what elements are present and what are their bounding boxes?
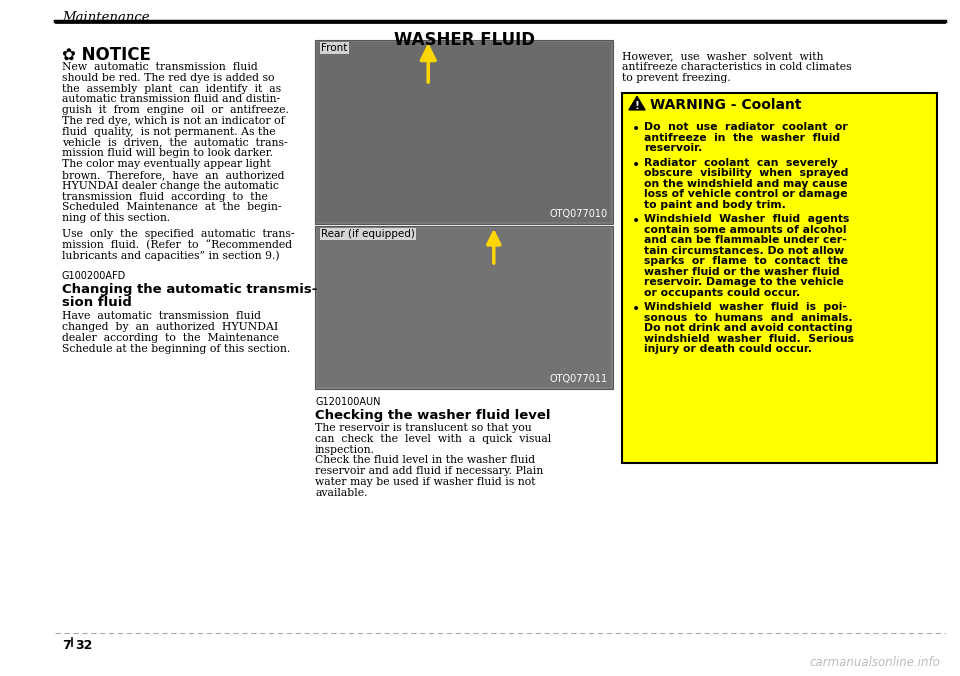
Text: Do not drink and avoid contacting: Do not drink and avoid contacting [644, 323, 852, 333]
Text: •: • [632, 158, 640, 172]
Text: Have  automatic  transmission  fluid: Have automatic transmission fluid [62, 312, 261, 321]
Text: mission fluid will begin to look darker.: mission fluid will begin to look darker. [62, 149, 273, 158]
Text: and can be flammable under cer-: and can be flammable under cer- [644, 235, 847, 245]
Text: G120100AUN: G120100AUN [315, 397, 380, 407]
Text: lubricants and capacities” in section 9.): lubricants and capacities” in section 9.… [62, 251, 279, 261]
Text: inspection.: inspection. [315, 445, 375, 454]
Text: the  assembly  plant  can  identify  it  as: the assembly plant can identify it as [62, 84, 281, 93]
Text: OTQ077010: OTQ077010 [550, 209, 608, 219]
Text: or occupants could occur.: or occupants could occur. [644, 288, 801, 298]
Text: on the windshield and may cause: on the windshield and may cause [644, 179, 848, 189]
Text: •: • [632, 302, 640, 316]
Text: sparks  or  flame  to  contact  the: sparks or flame to contact the [644, 256, 848, 266]
Text: G100200AFD: G100200AFD [62, 271, 127, 281]
Text: Do  not  use  radiator  coolant  or: Do not use radiator coolant or [644, 122, 848, 132]
Text: sion fluid: sion fluid [62, 296, 132, 310]
Text: washer fluid or the washer fluid: washer fluid or the washer fluid [644, 267, 840, 277]
Text: reservoir. Damage to the vehicle: reservoir. Damage to the vehicle [644, 277, 844, 287]
Text: ✿ NOTICE: ✿ NOTICE [62, 46, 151, 64]
Text: can  check  the  level  with  a  quick  visual: can check the level with a quick visual [315, 434, 551, 444]
Text: The color may eventually appear light: The color may eventually appear light [62, 160, 271, 169]
Polygon shape [629, 97, 645, 110]
Text: •: • [632, 214, 640, 228]
Text: Checking the washer fluid level: Checking the washer fluid level [315, 409, 550, 422]
Text: transmission  fluid  according  to  the: transmission fluid according to the [62, 191, 268, 201]
Text: Radiator  coolant  can  severely: Radiator coolant can severely [644, 158, 838, 168]
FancyBboxPatch shape [622, 93, 937, 464]
Text: reservoir.: reservoir. [644, 143, 703, 153]
Text: tain circumstances. Do not allow: tain circumstances. Do not allow [644, 246, 844, 256]
Text: mission  fluid.  (Refer  to  “Recommended: mission fluid. (Refer to “Recommended [62, 240, 292, 250]
Text: Rear (if equipped): Rear (if equipped) [321, 229, 415, 239]
Text: !: ! [635, 101, 639, 112]
Text: to prevent freezing.: to prevent freezing. [622, 72, 731, 82]
Text: vehicle  is  driven,  the  automatic  trans-: vehicle is driven, the automatic trans- [62, 138, 288, 147]
Text: Front: Front [321, 43, 348, 53]
Text: brown.  Therefore,  have  an  authorized: brown. Therefore, have an authorized [62, 170, 284, 180]
Text: Use  only  the  specified  automatic  trans-: Use only the specified automatic trans- [62, 229, 295, 239]
Text: ning of this section.: ning of this section. [62, 213, 170, 223]
Text: New  automatic  transmission  fluid: New automatic transmission fluid [62, 62, 257, 72]
Text: antifreeze  in  the  washer  fluid: antifreeze in the washer fluid [644, 133, 840, 143]
Text: water may be used if washer fluid is not: water may be used if washer fluid is not [315, 477, 536, 487]
Text: Scheduled  Maintenance  at  the  begin-: Scheduled Maintenance at the begin- [62, 202, 281, 212]
Text: Schedule at the beginning of this section.: Schedule at the beginning of this sectio… [62, 344, 290, 354]
Text: windshield  washer  fluid.  Serious: windshield washer fluid. Serious [644, 334, 854, 344]
Text: 7: 7 [62, 639, 71, 652]
Text: changed  by  an  authorized  HYUNDAI: changed by an authorized HYUNDAI [62, 322, 278, 332]
Text: Check the fluid level in the washer fluid: Check the fluid level in the washer flui… [315, 456, 535, 465]
Text: to paint and body trim.: to paint and body trim. [644, 200, 786, 210]
Text: injury or death could occur.: injury or death could occur. [644, 344, 812, 354]
Text: However,  use  washer  solvent  with: However, use washer solvent with [622, 51, 824, 61]
Bar [315, 226, 613, 389]
Text: obscure  visibility  when  sprayed: obscure visibility when sprayed [644, 168, 849, 178]
Text: The reservoir is translucent so that you: The reservoir is translucent so that you [315, 423, 532, 433]
Bar [317, 228, 611, 387]
Text: dealer  according  to  the  Maintenance: dealer according to the Maintenance [62, 333, 279, 343]
Text: antifreeze characteristics in cold climates: antifreeze characteristics in cold clima… [622, 62, 852, 72]
Text: should be red. The red dye is added so: should be red. The red dye is added so [62, 73, 275, 82]
Text: fluid  quality,  is not permanent. As the: fluid quality, is not permanent. As the [62, 127, 276, 137]
Text: carmanualsonline.info: carmanualsonline.info [809, 656, 940, 669]
Text: 32: 32 [75, 639, 92, 652]
Text: Maintenance: Maintenance [62, 11, 150, 24]
Text: automatic transmission fluid and distin-: automatic transmission fluid and distin- [62, 95, 280, 104]
Text: available.: available. [315, 488, 368, 498]
Text: Windshield  washer  fluid  is  poi-: Windshield washer fluid is poi- [644, 302, 847, 312]
Text: The red dye, which is not an indicator of: The red dye, which is not an indicator o… [62, 116, 285, 126]
Text: •: • [632, 122, 640, 137]
Bar [317, 42, 611, 222]
Text: HYUNDAI dealer change the automatic: HYUNDAI dealer change the automatic [62, 180, 278, 191]
Text: OTQ077011: OTQ077011 [550, 374, 608, 384]
Text: sonous  to  humans  and  animals.: sonous to humans and animals. [644, 313, 852, 323]
Text: Changing the automatic transmis-: Changing the automatic transmis- [62, 283, 318, 296]
Text: loss of vehicle control or damage: loss of vehicle control or damage [644, 189, 848, 199]
Text: WARNING - Coolant: WARNING - Coolant [650, 99, 802, 112]
Text: contain some amounts of alcohol: contain some amounts of alcohol [644, 225, 847, 235]
Text: guish  it  from  engine  oil  or  antifreeze.: guish it from engine oil or antifreeze. [62, 105, 289, 115]
Text: reservoir and add fluid if necessary. Plain: reservoir and add fluid if necessary. Pl… [315, 466, 543, 476]
Bar [315, 40, 613, 224]
Text: WASHER FLUID: WASHER FLUID [395, 31, 536, 49]
Text: Windshield  Washer  fluid  agents: Windshield Washer fluid agents [644, 214, 850, 224]
